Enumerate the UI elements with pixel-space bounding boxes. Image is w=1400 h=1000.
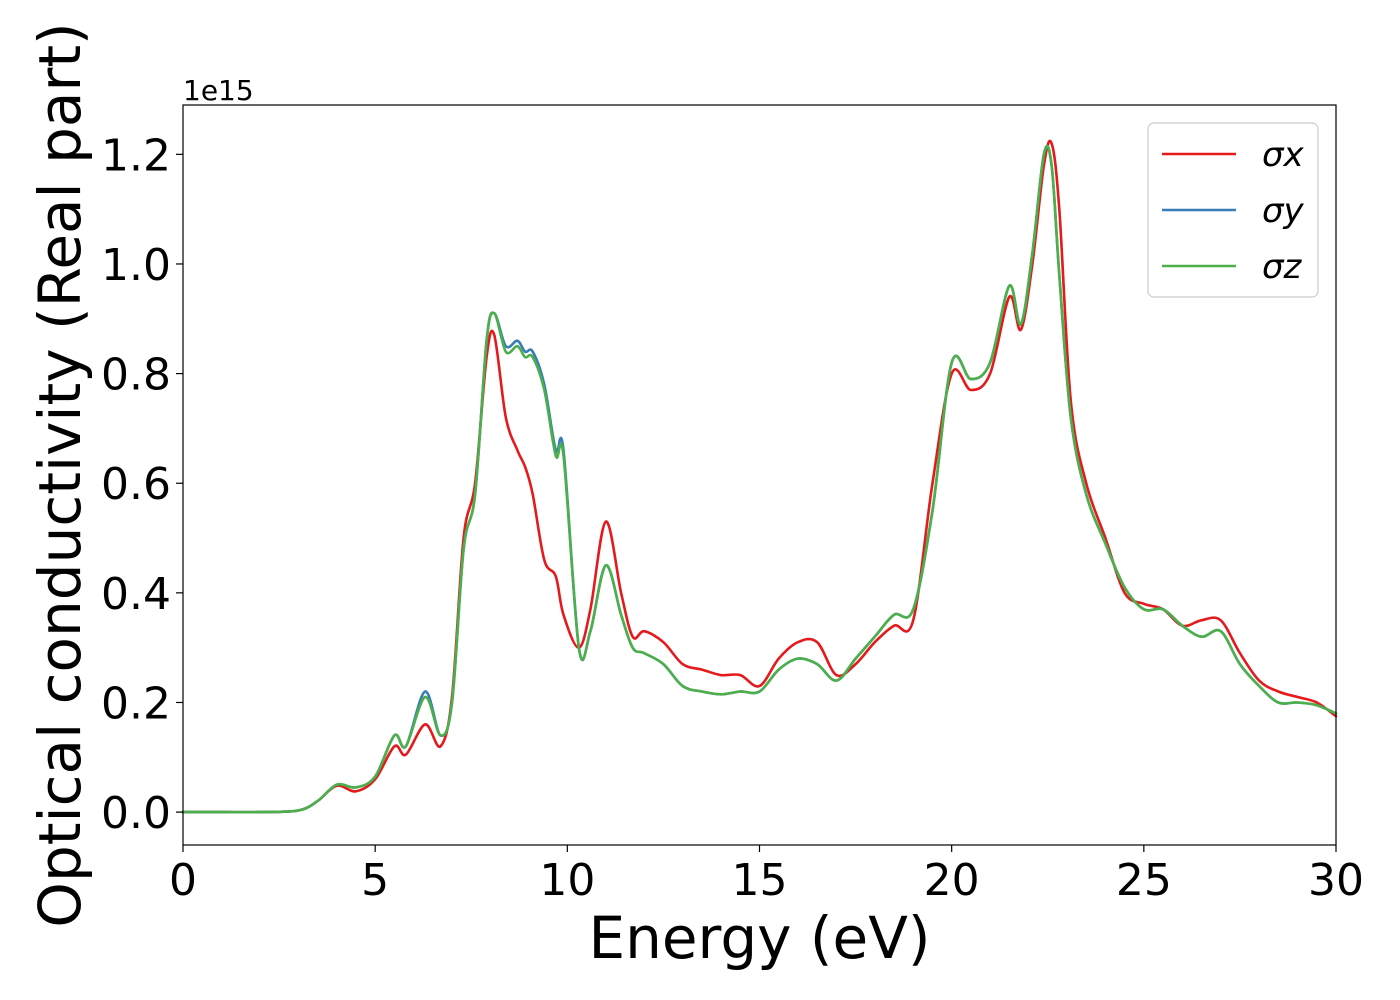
x-axis-ticks: 0 5 10 15 20 25 30	[169, 845, 1364, 906]
x-tick-label: 10	[539, 855, 595, 906]
y-tick-label: 0.0	[101, 788, 171, 839]
legend-label-2: σy	[1262, 191, 1305, 231]
y-tick-label: 0.2	[101, 678, 171, 729]
x-tick-label: 0	[169, 855, 197, 906]
x-tick-label: 15	[732, 855, 788, 906]
x-tick-label: 30	[1308, 855, 1364, 906]
legend-items: σx σy σz	[1162, 135, 1305, 287]
y-axis-ticks: 0.0 0.2 0.4 0.6 0.8 1.0 1.2	[101, 130, 183, 839]
series-line-3	[181, 144, 1338, 814]
y-tick-label: 1.2	[101, 130, 171, 181]
x-tick-label: 25	[1116, 855, 1172, 906]
x-tick-label: 20	[924, 855, 980, 906]
legend-label-1: σx	[1262, 135, 1305, 175]
y-tick-label: 0.4	[101, 569, 171, 620]
series-layer	[181, 139, 1338, 814]
legend-label-3: σz	[1262, 247, 1303, 287]
y-tick-label: 0.6	[101, 459, 171, 510]
plot-background	[183, 105, 1336, 845]
y-tick-label: 0.8	[101, 350, 171, 401]
x-axis-label: Energy (eV)	[588, 904, 930, 972]
x-tick-label: 5	[361, 855, 389, 906]
y-offset-label: 1e15	[183, 74, 254, 107]
y-axis-label: Optical conductivity (Real part)	[26, 22, 94, 927]
y-tick-label: 1.0	[101, 240, 171, 291]
legend: σx σy σz	[1147, 122, 1319, 298]
